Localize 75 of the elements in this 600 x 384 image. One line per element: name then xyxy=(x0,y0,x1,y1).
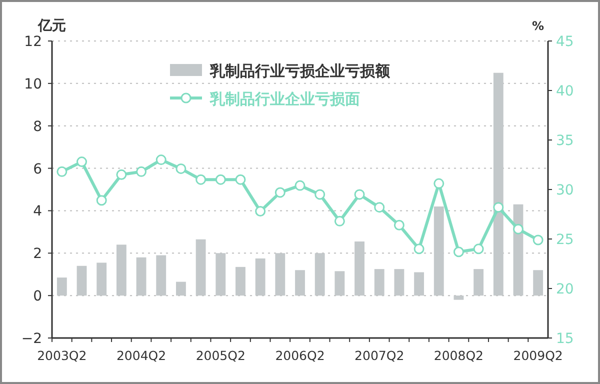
legend-label: 乳制品行业亏损企业亏损额 xyxy=(209,62,391,80)
bar xyxy=(136,257,146,296)
x-tick-label: 2008Q2 xyxy=(434,348,484,363)
point xyxy=(473,244,484,254)
point xyxy=(56,166,68,177)
bar xyxy=(414,272,424,296)
bar xyxy=(374,269,384,296)
y2-tick-label: 20 xyxy=(556,282,574,298)
point xyxy=(255,206,266,217)
bar xyxy=(454,296,464,300)
bar xyxy=(295,270,305,296)
y-tick-label: 2 xyxy=(33,246,42,262)
bar xyxy=(394,269,404,296)
y2-tick-label: 15 xyxy=(556,331,574,347)
bar xyxy=(116,244,126,296)
y-tick-label: 6 xyxy=(33,161,42,178)
point xyxy=(493,202,504,213)
point xyxy=(394,220,404,230)
point xyxy=(215,174,226,185)
point xyxy=(136,166,147,177)
point xyxy=(334,216,345,226)
y-axis-title: 亿元 xyxy=(37,18,66,34)
point xyxy=(116,169,127,180)
bar xyxy=(474,269,484,296)
x-tick-label: 2005Q2 xyxy=(196,348,246,363)
bar xyxy=(156,255,166,296)
bar xyxy=(314,253,325,296)
y2-tick-label: 30 xyxy=(556,182,574,198)
point xyxy=(176,163,186,174)
y2-tick-label: 35 xyxy=(556,133,574,149)
y-tick-label: −2 xyxy=(21,331,42,347)
y2-tick-label: 25 xyxy=(556,232,574,248)
y-tick-label: 0 xyxy=(33,288,42,305)
point xyxy=(274,187,286,198)
bar xyxy=(434,206,444,296)
y-tick-label: 4 xyxy=(33,204,42,220)
point xyxy=(294,180,306,191)
point xyxy=(96,195,107,206)
point xyxy=(354,189,365,200)
bar xyxy=(76,266,87,296)
point xyxy=(532,234,544,246)
bar xyxy=(275,253,286,296)
y-tick-label: 8 xyxy=(33,118,42,135)
bar xyxy=(236,266,246,296)
x-tick-label: 2009Q2 xyxy=(513,348,563,363)
legend-label: 乳制品行业企业亏损面 xyxy=(209,90,360,108)
bar xyxy=(255,258,266,296)
y2-tick-label: 45 xyxy=(556,34,574,50)
point xyxy=(156,154,166,166)
bar xyxy=(533,270,544,296)
point xyxy=(235,174,246,185)
x-tick-label: 2007Q2 xyxy=(354,348,404,363)
bar xyxy=(56,278,67,296)
bar xyxy=(176,282,186,296)
x-tick-label: 2006Q2 xyxy=(275,348,325,363)
y-tick-label: 12 xyxy=(24,34,42,50)
y2-axis-title: % xyxy=(532,19,544,33)
bar xyxy=(196,239,206,296)
point xyxy=(314,189,326,200)
y2-tick-label: 40 xyxy=(556,84,574,100)
y-tick-label: 10 xyxy=(24,76,42,92)
bar xyxy=(334,271,345,296)
bar xyxy=(493,72,504,296)
point xyxy=(414,244,424,254)
bar xyxy=(96,262,107,296)
point xyxy=(196,174,206,185)
x-tick-label: 2004Q2 xyxy=(116,348,166,363)
point xyxy=(374,202,385,213)
bar xyxy=(216,253,226,296)
point xyxy=(434,178,444,189)
point xyxy=(453,246,464,258)
x-tick-label: 2003Q2 xyxy=(37,348,87,363)
bar xyxy=(354,241,364,296)
point xyxy=(76,156,88,168)
point xyxy=(512,224,524,234)
